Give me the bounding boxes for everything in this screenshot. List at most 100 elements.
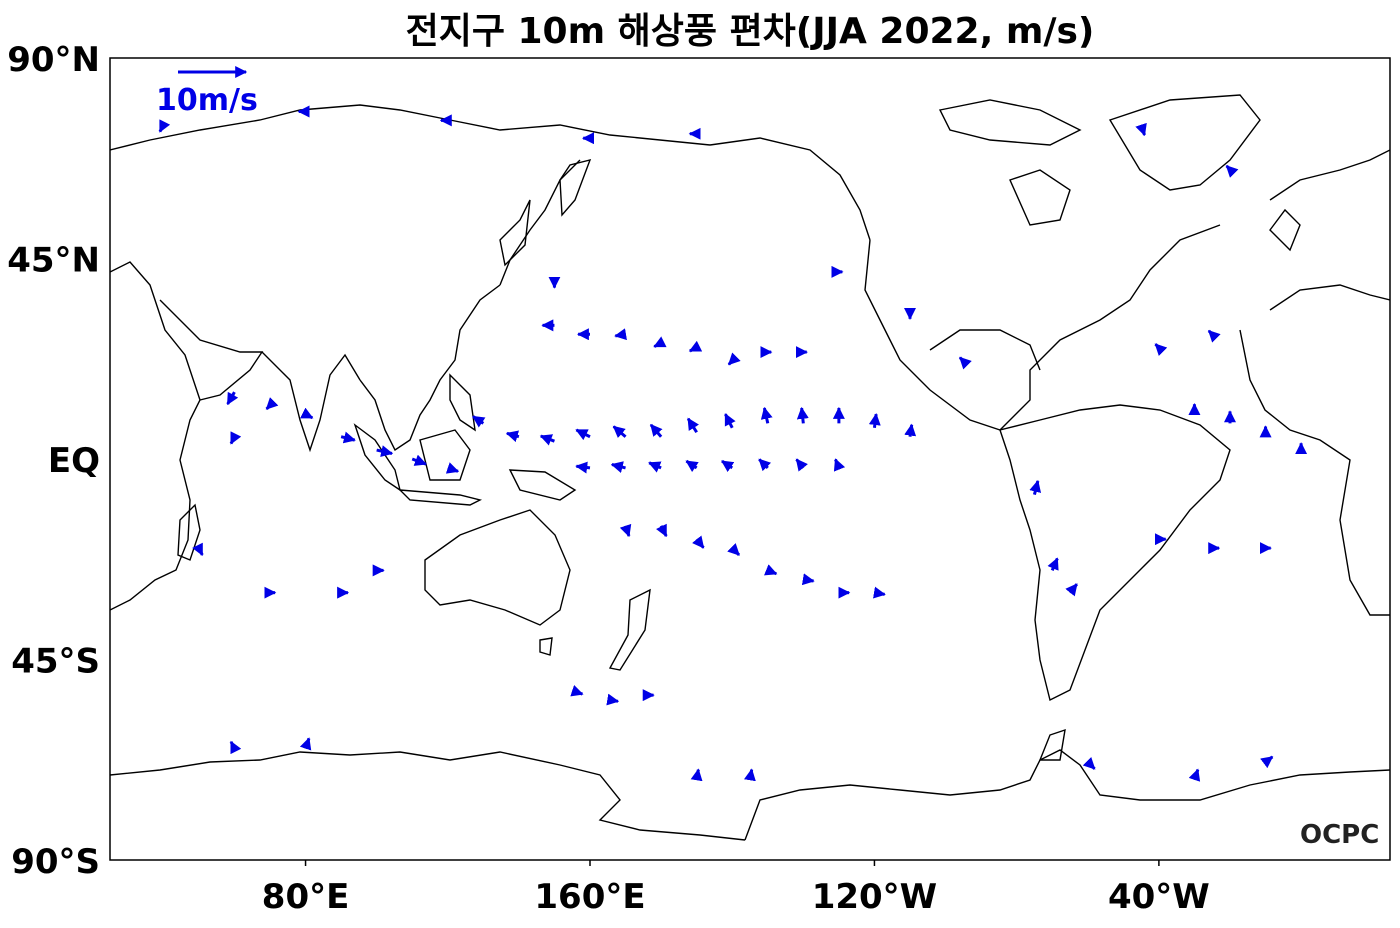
lon-label: 160°E bbox=[534, 877, 645, 917]
wind-vectors bbox=[158, 105, 1308, 782]
reference-key: 10m/s bbox=[156, 66, 258, 118]
coast-india bbox=[261, 351, 361, 453]
coast-greenland bbox=[1108, 94, 1261, 191]
coast-east-asia bbox=[499, 159, 581, 286]
wind-vector bbox=[833, 458, 846, 472]
wind-vector bbox=[539, 434, 555, 446]
coast-arctic-canada bbox=[938, 99, 1082, 146]
lat-label: 90°S bbox=[11, 842, 100, 882]
coast-kamchatka bbox=[559, 158, 592, 217]
credit-logo: OCPC bbox=[1300, 820, 1379, 850]
wind-vector bbox=[299, 737, 312, 751]
coast-antarctica bbox=[110, 749, 1390, 841]
coast-europe-south bbox=[1269, 284, 1390, 311]
coast-newguinea bbox=[508, 469, 577, 501]
wind-vector bbox=[1047, 557, 1059, 571]
lat-label: 45°N bbox=[7, 241, 100, 281]
coast-gulf-mexico bbox=[929, 329, 1041, 371]
wind-vector bbox=[690, 768, 703, 782]
coast-europe bbox=[1269, 149, 1390, 201]
wind-vector bbox=[376, 445, 394, 458]
wind-vector bbox=[1260, 755, 1274, 769]
lat-label: 90°N bbox=[7, 40, 100, 80]
coast-south-america bbox=[999, 404, 1231, 702]
wind-vector bbox=[688, 340, 703, 353]
coast-australia bbox=[424, 509, 571, 626]
wind-vector bbox=[570, 684, 584, 697]
map-frame bbox=[109, 57, 1391, 861]
wind-vector bbox=[656, 523, 668, 538]
coast-java bbox=[398, 489, 483, 506]
wind-vector bbox=[744, 768, 756, 782]
wind-vector bbox=[610, 461, 626, 473]
wind-vector bbox=[727, 352, 741, 366]
coast-africa-east bbox=[110, 261, 201, 611]
wind-vector bbox=[873, 586, 886, 599]
coast-alaska bbox=[709, 137, 871, 241]
wind-vector bbox=[760, 406, 773, 424]
wind-vector bbox=[868, 413, 881, 428]
wind-vector bbox=[685, 459, 699, 473]
wind-vector bbox=[226, 391, 239, 406]
wind-vector bbox=[265, 397, 279, 410]
lat-label: 45°S bbox=[11, 642, 100, 682]
wind-vector bbox=[758, 458, 772, 472]
longitude-labels: 80°E 160°E 120°W 40°W bbox=[262, 860, 1210, 917]
wind-vector bbox=[1082, 756, 1096, 770]
wind-vector bbox=[192, 542, 204, 556]
lon-label: 40°W bbox=[1108, 877, 1210, 917]
wind-vector bbox=[724, 413, 736, 429]
coast-na-east bbox=[999, 224, 1221, 431]
coast-tasmania bbox=[539, 637, 553, 656]
wind-vector bbox=[692, 535, 705, 549]
wind-vector bbox=[158, 119, 171, 133]
wind-vector bbox=[1029, 479, 1042, 496]
wind-vector bbox=[505, 430, 520, 443]
wind-vector bbox=[649, 423, 663, 438]
lon-label: 120°W bbox=[812, 877, 937, 917]
wind-vector bbox=[1065, 583, 1078, 597]
wind-vector bbox=[801, 573, 815, 586]
wind-vector bbox=[229, 431, 242, 445]
wind-vector bbox=[653, 336, 667, 348]
wind-vector bbox=[764, 564, 778, 576]
lat-label: EQ bbox=[48, 441, 100, 481]
wind-vector bbox=[612, 425, 627, 439]
coast-hudson bbox=[1009, 169, 1071, 226]
wind-vector bbox=[648, 461, 662, 473]
wind-vector bbox=[300, 407, 314, 420]
coast-japan bbox=[499, 199, 531, 267]
coast-borneo bbox=[419, 429, 471, 481]
wind-vector bbox=[721, 459, 735, 473]
wind-vector bbox=[619, 523, 632, 538]
wind-vector bbox=[340, 431, 356, 444]
wind-vector bbox=[614, 328, 627, 341]
wind-vector bbox=[1207, 329, 1221, 343]
wind-vector bbox=[1225, 164, 1239, 178]
wind-vector bbox=[575, 461, 591, 474]
wind-vector bbox=[472, 415, 486, 428]
wind-vector bbox=[958, 356, 972, 370]
wind-vector bbox=[606, 693, 620, 706]
latitude-labels: 90°N 45°N EQ 45°S 90°S bbox=[7, 40, 100, 882]
wind-vector bbox=[727, 543, 741, 556]
coast-na-west bbox=[864, 239, 1001, 431]
wind-vector bbox=[229, 740, 242, 755]
coastlines bbox=[110, 94, 1390, 841]
coast-west-africa bbox=[1239, 329, 1390, 616]
wind-vector bbox=[575, 428, 591, 441]
wind-vector bbox=[445, 462, 460, 474]
wind-vector bbox=[904, 423, 917, 437]
wind-vector bbox=[1188, 768, 1201, 782]
coast-uk bbox=[1269, 208, 1301, 252]
coast-philippines bbox=[449, 373, 476, 432]
wind-vector bbox=[686, 417, 699, 434]
coast-indochina bbox=[359, 284, 501, 452]
wind-vector bbox=[795, 458, 808, 472]
wind-vector bbox=[411, 454, 427, 466]
map-title: 전지구 10m 해상풍 편차(JJA 2022, m/s) bbox=[405, 11, 1095, 52]
coast-eurasia-north bbox=[110, 104, 711, 151]
reference-label: 10m/s bbox=[156, 83, 258, 118]
wind-vector bbox=[1135, 122, 1147, 137]
